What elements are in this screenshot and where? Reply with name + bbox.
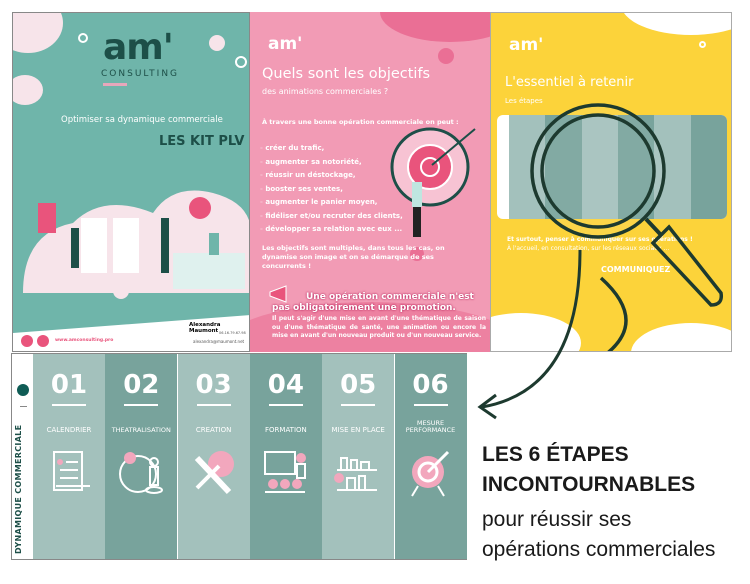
step-number: 02 <box>123 370 160 400</box>
megaphone-icon <box>269 285 287 303</box>
objectives-summary: Les objectifs sont multiples, dans tous … <box>262 244 445 270</box>
shelves-icon <box>334 457 378 491</box>
side-label: DYNAMIQUE COMMERCIALE <box>14 424 23 554</box>
summary-subtitle: Les étapes <box>505 97 543 105</box>
communicate-line2: À l'accueil, en consultation, sur les ré… <box>507 245 670 252</box>
step-divider <box>124 404 159 406</box>
globe-icon[interactable] <box>37 335 49 347</box>
callout-detail: Il peut s'agir d'une mise en avant d'une… <box>272 315 486 339</box>
am-logo: am' <box>509 35 544 55</box>
instagram-icon[interactable] <box>21 335 33 347</box>
headline-line1: LES 6 ÉTAPES <box>482 443 629 466</box>
logo-subtitle: CONSULTING <box>101 69 180 79</box>
website-link[interactable]: www.amconsulting.pro <box>55 338 114 343</box>
step-label: CREATION <box>195 426 232 434</box>
target-illustration <box>390 127 476 237</box>
objective-item: développer sa relation avec eux ... <box>260 223 403 237</box>
summary-page-yellow: am' L'essentiel à retenir Les étapes Et … <box>490 12 732 352</box>
step-column-04: 04 FORMATION <box>249 354 322 559</box>
objectives-title: Quels sont les objectifs <box>262 66 431 82</box>
cover-page-teal: am' CONSULTING Optimiser sa dynamique co… <box>12 12 250 352</box>
step-label: FORMATION <box>265 426 307 434</box>
objective-item: augmenter le panier moyen, <box>260 196 403 210</box>
step-column-05: 05 MISE EN PLACE <box>322 354 395 559</box>
cover-subtitle: Optimiser sa dynamique commerciale <box>61 115 223 125</box>
step-number: 06 <box>412 370 449 400</box>
communicate-line1: Et surtout, penser à communiquer sur ses… <box>507 236 693 243</box>
step-column-06: 06 MESURE PERFORMANCE <box>394 354 467 559</box>
step-number: 03 <box>195 370 232 400</box>
step-number: 05 <box>340 370 377 400</box>
step-label: THEATRALISATION <box>111 426 171 434</box>
calendar-checklist-icon <box>53 451 90 491</box>
contact-email: alexandra@maumont.net <box>193 339 245 344</box>
step-column-01: 01 CALENDRIER <box>33 354 105 559</box>
dot-icon <box>17 384 29 396</box>
objectives-page-pink: am' Quels sont les objectifs des animati… <box>250 12 490 352</box>
target-icon <box>410 450 449 497</box>
arrow-icon <box>477 249 582 420</box>
step-label: CALENDRIER <box>46 426 92 434</box>
contact-name: Alexandra Maumont <box>189 322 221 334</box>
summary-title: L'essentiel à retenir <box>505 75 634 90</box>
step-divider <box>413 404 448 406</box>
step-number: 01 <box>50 370 88 400</box>
step-divider <box>196 404 231 406</box>
step-divider <box>52 404 86 406</box>
headline-line4: opérations commerciales <box>482 538 716 561</box>
headline-line2: INCONTOURNABLES <box>482 473 696 496</box>
contact-phone: 06.16.79.67.98 <box>219 331 246 335</box>
communicate-label: COMMUNIQUEZ <box>601 265 671 274</box>
objectives-list: créer du trafic, augmenter sa notoriété,… <box>260 142 403 237</box>
am-logo: am' <box>268 34 303 54</box>
map-person-icon <box>119 452 164 494</box>
am-logo: am' <box>103 27 174 68</box>
objective-item: créer du trafic, <box>260 142 403 156</box>
objective-item: augmenter sa notoriété, <box>260 156 403 170</box>
headline-line3: pour réussir ses <box>482 508 632 531</box>
objectives-subtitle: des animations commerciales ? <box>262 87 389 96</box>
objective-item: fidéliser et/ou recruter des clients, <box>260 210 402 224</box>
objective-item: booster ses ventes, <box>260 183 403 197</box>
step-divider <box>341 404 376 406</box>
steps-mini-strip <box>497 115 727 219</box>
step-column-03: 03 CREATION <box>177 354 250 559</box>
step-divider <box>268 404 303 406</box>
magnifier-icon <box>530 103 724 351</box>
cover-title: LES KIT PLV <box>159 134 245 149</box>
shop-illustration <box>23 190 249 293</box>
callout-title: Une opération commerciale n'est pas obli… <box>272 292 474 313</box>
objective-item: réussir un déstockage, <box>260 169 403 183</box>
steps-strip: DYNAMIQUE COMMERCIALE 01 CALENDRIER 02 THEA… <box>11 353 467 560</box>
step-column-02: 02 THEATRALISATION <box>105 354 178 559</box>
step-label: MISE EN PLACE <box>331 426 385 434</box>
step-label: MESURE PERFORMANCE <box>405 419 456 434</box>
objectives-intro: À travers une bonne opération commercial… <box>262 118 459 126</box>
step-number: 04 <box>267 370 304 400</box>
training-board-icon <box>263 451 306 493</box>
pencil-bulb-icon <box>194 451 234 495</box>
